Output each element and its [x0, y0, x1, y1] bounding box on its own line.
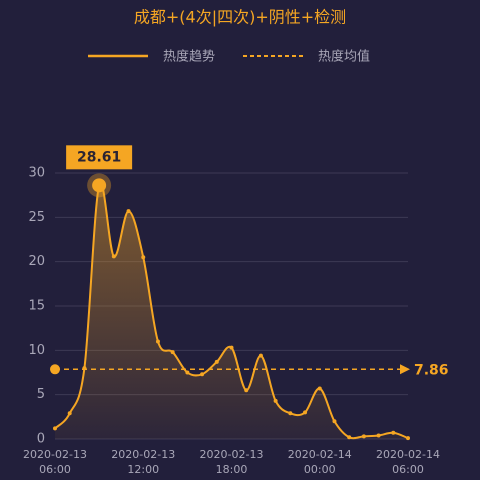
- mean-label: 7.86: [414, 362, 449, 378]
- point: [126, 209, 131, 214]
- point: [141, 255, 146, 260]
- peak-label: 28.61: [77, 149, 121, 165]
- point: [200, 372, 205, 377]
- point: [185, 370, 190, 375]
- x-tick-label: 2020-02-13 06:00: [23, 448, 87, 476]
- legend-label: 热度趋势: [163, 49, 215, 65]
- point: [258, 353, 263, 358]
- x-tick-label-line: 06:00: [392, 463, 424, 476]
- chart-title: 成都+(4次|四次)+阴性+检测: [134, 8, 346, 27]
- x-tick-label-line: 00:00: [304, 463, 336, 476]
- x-tick-label-line: 2020-02-13: [23, 448, 87, 461]
- y-tick-label: 15: [28, 299, 45, 314]
- y-tick-label: 20: [28, 254, 45, 269]
- x-tick-label-line: 06:00: [39, 463, 71, 476]
- point: [376, 433, 381, 438]
- y-tick-label: 10: [28, 343, 45, 358]
- point: [303, 410, 308, 415]
- x-tick-label: 2020-02-14 00:00: [288, 448, 352, 476]
- point: [347, 435, 352, 440]
- x-tick-label: 2020-02-13 18:00: [200, 448, 264, 476]
- x-tick-label-line: 2020-02-13: [111, 448, 175, 461]
- point: [214, 359, 219, 364]
- mean-start: [50, 364, 60, 375]
- point: [111, 254, 116, 259]
- area: [55, 182, 408, 439]
- point: [244, 388, 249, 393]
- point: [391, 430, 396, 435]
- y-tick-label: 0: [37, 432, 45, 447]
- peak-label-box: [66, 145, 133, 170]
- point: [317, 386, 322, 391]
- x-tick-label-line: 2020-02-13: [200, 448, 264, 461]
- x-tick-label-line: 2020-02-14: [288, 448, 352, 461]
- y-tick-label: 5: [37, 387, 45, 402]
- point: [67, 411, 72, 416]
- point: [288, 411, 293, 416]
- y-tick-label: 25: [28, 210, 45, 225]
- mean-arrow: [400, 364, 410, 375]
- point: [229, 345, 234, 350]
- y-tick-label: 30: [28, 166, 45, 181]
- point: [170, 350, 175, 355]
- x-tick-label-line: 12:00: [127, 463, 159, 476]
- x-tick-label: 2020-02-13 12:00: [111, 448, 175, 476]
- point: [155, 339, 160, 344]
- point: [406, 436, 410, 441]
- x-tick-label-line: 18:00: [216, 463, 248, 476]
- point: [361, 434, 366, 439]
- point: [332, 419, 337, 424]
- point: [53, 426, 57, 431]
- x-tick-label-line: 2020-02-14: [376, 448, 440, 461]
- x-tick-label: 2020-02-14 06:00: [376, 448, 440, 476]
- point: [273, 398, 278, 403]
- peak-point: [92, 178, 107, 193]
- legend-label: 热度均值: [318, 49, 370, 65]
